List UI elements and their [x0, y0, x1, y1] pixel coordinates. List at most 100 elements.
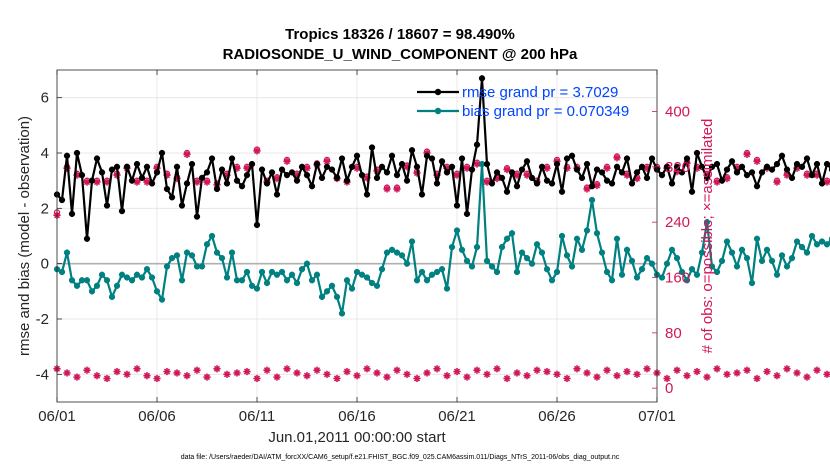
obs-count-low-marker — [253, 374, 261, 383]
y-right-tick-label: 320 — [665, 159, 690, 176]
rmse-point — [193, 213, 201, 220]
rmse-point — [368, 144, 376, 151]
bias-point — [508, 230, 516, 237]
bias-point — [188, 252, 196, 259]
bias-point — [603, 268, 611, 276]
obs-star-stroke — [513, 172, 521, 179]
rmse-point — [63, 152, 71, 159]
obs-star-stroke — [183, 151, 191, 158]
rmse-point — [268, 169, 276, 176]
y-left-tick-label: 6 — [41, 90, 49, 107]
rmse-point — [158, 149, 166, 157]
y-right-tick-label: 0 — [665, 380, 673, 397]
y-left-tick-label: 4 — [41, 145, 49, 162]
obs-star-stroke — [283, 158, 291, 165]
rmse-point — [238, 183, 246, 190]
obs-count-low-marker — [313, 366, 321, 374]
obs-count-low-marker — [583, 369, 591, 377]
bias-point — [443, 285, 451, 292]
rmse-point — [568, 152, 576, 159]
rmse-point — [518, 166, 526, 173]
obs-count-low-marker — [483, 370, 491, 378]
y-left-tick-label: -4 — [36, 366, 49, 383]
bias-point — [648, 260, 656, 267]
bias-point — [358, 271, 366, 278]
obs-count-low-marker — [293, 369, 301, 377]
rmse-point — [398, 160, 406, 168]
obs-star-stroke — [203, 374, 211, 381]
bias-point — [383, 249, 391, 256]
obs-count-low-marker — [83, 366, 91, 374]
bias-point — [723, 238, 731, 245]
obs-star-stroke — [203, 178, 211, 186]
obs-assimilated-marker — [383, 185, 391, 193]
obs-count-low-marker — [823, 370, 830, 378]
bias-point — [558, 232, 566, 240]
rmse-point — [338, 155, 346, 162]
obs-count-low-marker — [523, 372, 531, 380]
obs-count-low-marker — [473, 366, 481, 374]
bias-point — [518, 249, 526, 256]
rmse-point — [748, 169, 756, 176]
rmse-point — [423, 152, 431, 159]
rmse-point — [358, 171, 366, 179]
obs-count-low-marker — [533, 366, 541, 374]
obs-count-low-marker — [423, 369, 431, 377]
bias-point — [673, 254, 681, 262]
rmse-point — [778, 152, 786, 159]
rmse-point — [613, 163, 621, 170]
obs-count-low-marker — [703, 373, 711, 381]
obs-star-stroke — [563, 375, 571, 382]
bias-point — [748, 279, 756, 287]
rmse-point — [668, 180, 676, 187]
obs-assimilated-marker — [503, 166, 511, 174]
rmse-point — [758, 169, 766, 176]
obs-star-stroke — [223, 371, 231, 378]
bias-point — [98, 271, 106, 278]
bias-point — [633, 274, 641, 281]
obs-count-low-marker — [173, 369, 181, 377]
rmse-point — [118, 207, 126, 215]
obs-star-stroke — [623, 172, 631, 179]
obs-star-stroke — [553, 371, 561, 378]
bias-point — [223, 274, 231, 281]
rmse-point — [648, 155, 656, 162]
obs-star-stroke — [93, 372, 101, 379]
rmse-point — [708, 163, 716, 170]
bias-point — [758, 257, 766, 265]
obs-star-stroke — [503, 166, 511, 173]
obs-star-stroke — [393, 185, 401, 193]
bias-point — [163, 263, 171, 270]
rmse-point — [658, 171, 666, 179]
obs-star-stroke — [433, 365, 441, 372]
bias-point — [228, 249, 236, 256]
rmse-point — [378, 163, 386, 170]
bias-point — [248, 282, 256, 289]
obs-star-stroke — [613, 154, 621, 161]
legend-bias-label: bias grand pr = 0.070349 — [462, 103, 629, 120]
bias-point — [718, 257, 726, 265]
rmse-point — [643, 174, 651, 182]
obs-star-stroke — [193, 178, 201, 186]
rmse-point — [128, 177, 136, 184]
obs-star-stroke — [583, 369, 591, 377]
rmse-point — [303, 171, 311, 179]
rmse-point — [113, 163, 121, 170]
rmse-point — [143, 163, 151, 170]
rmse-point — [363, 191, 371, 198]
obs-assimilated-marker — [393, 185, 401, 193]
bias-point — [153, 288, 161, 295]
bias-point — [143, 266, 151, 273]
obs-star-stroke — [603, 367, 611, 374]
obs-star-stroke — [543, 368, 551, 375]
bias-point — [63, 249, 71, 256]
obs-star-stroke — [83, 178, 91, 186]
obs-assimilated-marker — [753, 157, 761, 165]
obs-star-stroke — [713, 365, 721, 372]
rmse-point — [83, 235, 91, 242]
bias-point — [283, 277, 291, 284]
obs-star-stroke — [253, 375, 261, 382]
obs-count-low-marker — [693, 367, 701, 376]
rmse-point — [543, 177, 551, 184]
y-left-tick-label: 2 — [41, 200, 49, 217]
